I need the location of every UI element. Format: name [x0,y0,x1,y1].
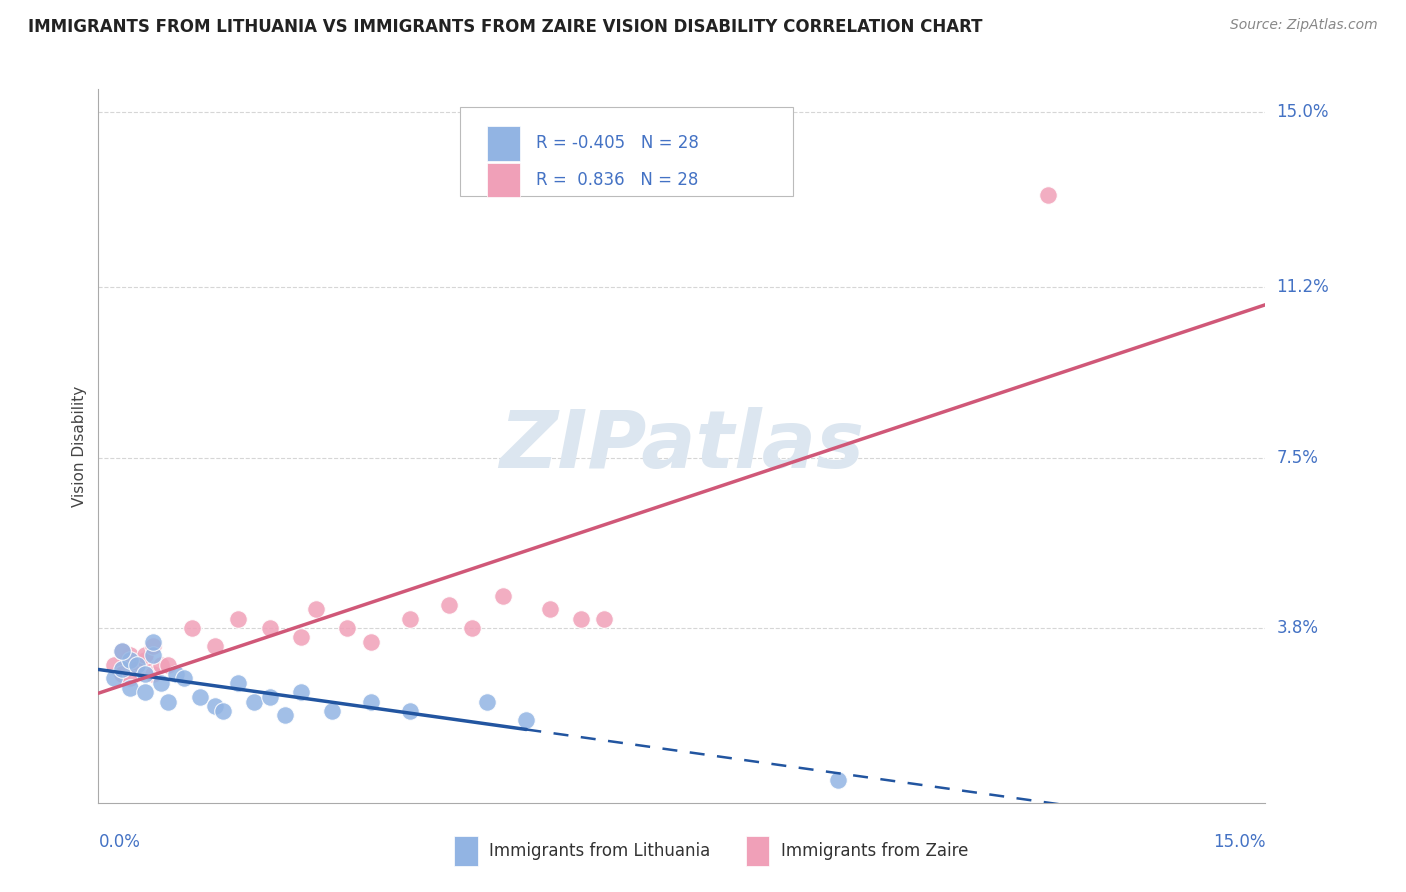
Point [188,690,211,704]
Point [228,612,250,626]
Point [290,685,312,699]
Point [437,598,460,612]
Point [243,694,266,708]
Point [142,648,165,663]
Text: 0.0%: 0.0% [98,833,141,851]
Point [461,621,484,635]
Text: 7.5%: 7.5% [1277,449,1319,467]
Point [134,653,156,667]
Point [134,685,156,699]
Point [538,602,561,616]
FancyBboxPatch shape [454,837,478,866]
Point [111,644,134,658]
Text: Immigrants from Zaire: Immigrants from Zaire [782,842,969,860]
Point [103,672,125,686]
Y-axis label: Vision Disability: Vision Disability [72,385,87,507]
Point [134,666,156,681]
Point [228,676,250,690]
Point [142,666,165,681]
Point [149,657,172,672]
Text: Immigrants from Lithuania: Immigrants from Lithuania [489,842,710,860]
Point [204,640,226,654]
Point [305,602,328,616]
Point [398,704,420,718]
FancyBboxPatch shape [747,837,769,866]
Text: ZIPatlas: ZIPatlas [499,407,865,485]
Point [290,630,312,644]
Point [165,666,187,681]
Text: Source: ZipAtlas.com: Source: ZipAtlas.com [1230,18,1378,32]
Point [360,634,382,648]
Point [274,708,297,723]
Text: R =  0.836   N = 28: R = 0.836 N = 28 [536,171,699,189]
Point [492,589,515,603]
Point [259,690,281,704]
Point [259,621,281,635]
Point [212,704,235,718]
FancyBboxPatch shape [486,127,520,161]
Point [142,634,165,648]
Point [157,694,180,708]
Point [127,662,149,676]
FancyBboxPatch shape [486,163,520,197]
Point [134,648,156,663]
Point [398,612,420,626]
Text: 15.0%: 15.0% [1277,103,1329,121]
Point [103,657,125,672]
Point [111,666,134,681]
Point [118,653,141,667]
Point [1036,188,1059,202]
Point [142,640,165,654]
Text: 15.0%: 15.0% [1213,833,1265,851]
Point [127,657,149,672]
Point [118,672,141,686]
Point [569,612,592,626]
Point [827,772,849,787]
Point [157,657,180,672]
Point [173,672,195,686]
Point [118,681,141,695]
Point [118,648,141,663]
Point [111,644,134,658]
Point [204,699,226,714]
Text: 11.2%: 11.2% [1277,278,1329,296]
Text: IMMIGRANTS FROM LITHUANIA VS IMMIGRANTS FROM ZAIRE VISION DISABILITY CORRELATION: IMMIGRANTS FROM LITHUANIA VS IMMIGRANTS … [28,18,983,36]
Point [515,713,537,727]
Point [180,621,202,635]
Point [149,676,172,690]
Point [321,704,343,718]
Point [336,621,359,635]
Point [111,662,134,676]
Point [360,694,382,708]
Text: 3.8%: 3.8% [1277,619,1319,637]
Point [593,612,616,626]
FancyBboxPatch shape [460,107,793,196]
Text: R = -0.405   N = 28: R = -0.405 N = 28 [536,135,699,153]
Point [477,694,499,708]
